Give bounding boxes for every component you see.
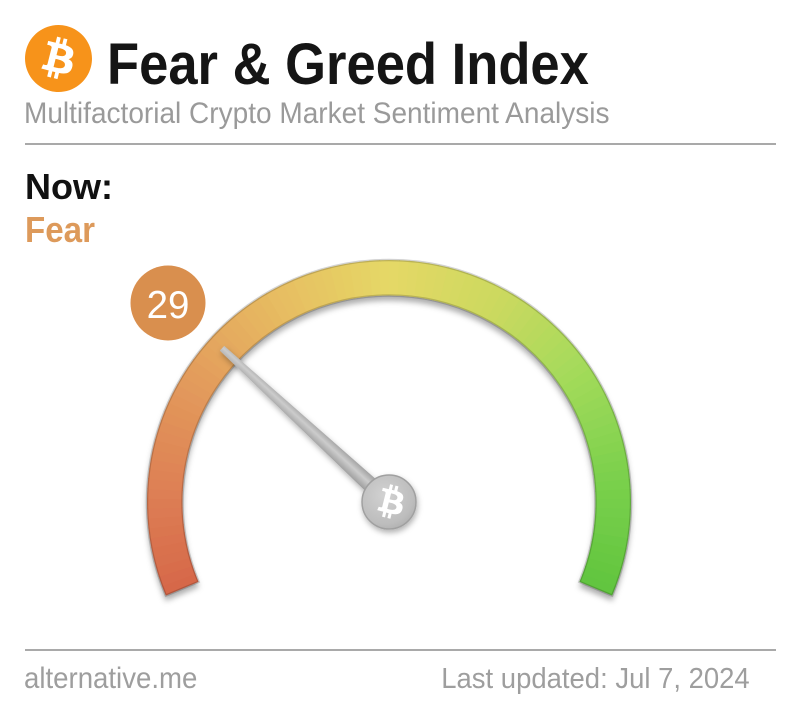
svg-text:29: 29 <box>147 284 190 327</box>
